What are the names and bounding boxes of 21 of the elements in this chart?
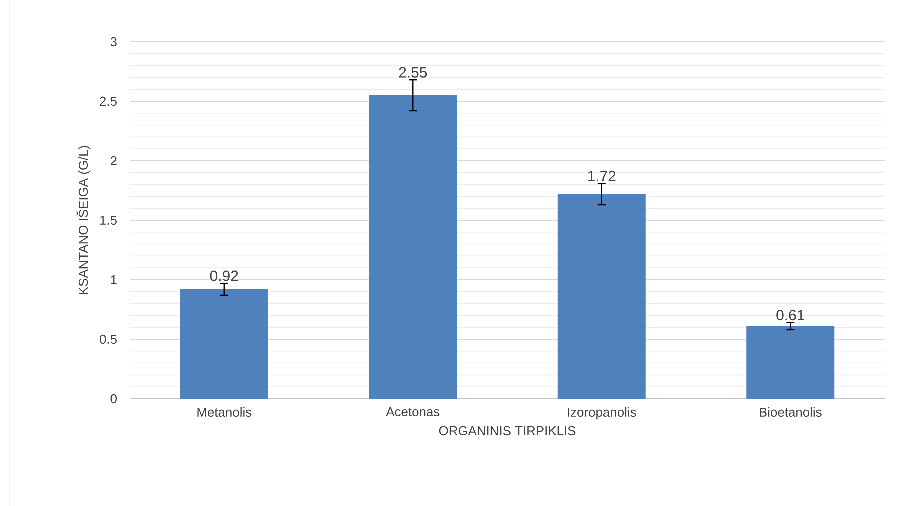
x-tick-label: Acetonas [386,408,440,417]
y-tick-label: 3 [110,37,117,47]
y-tick-label: 2 [110,156,117,166]
data-label: 0.61 [776,310,804,321]
data-label: 0.92 [210,270,238,282]
x-tick-label: Izoropanolis [568,407,636,420]
bar [369,96,458,399]
data-label: 2.55 [399,67,428,78]
data-label: 1.72 [588,170,616,182]
bar [558,194,646,399]
y-tick-label: 0 [110,394,117,404]
y-tick-label: 1 [111,276,117,284]
x-tick-label: Bioetanolis [760,407,822,418]
x-axis-title: ORGANINIS TIRPIKLIS [439,426,576,436]
y-tick-label: 1.5 [100,216,117,225]
y-tick-label: 0.5 [100,334,117,344]
y-axis-title: KSANTANO IŠEIGA (G/L) [76,146,91,295]
bar [180,290,268,399]
bar [746,326,835,399]
y-tick-label: 2.5 [100,96,117,106]
x-tick-label: Metanolis [198,407,252,418]
